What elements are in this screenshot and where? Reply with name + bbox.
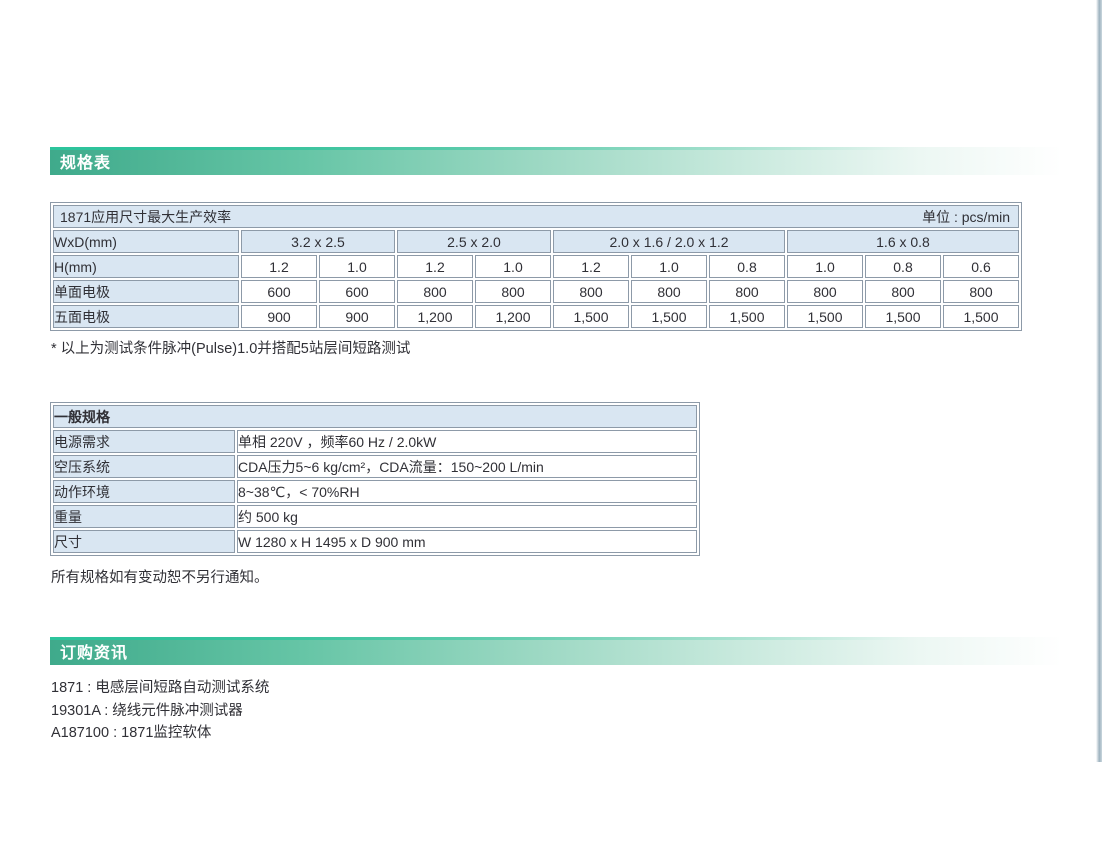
table-cell: 1,500 [709,305,785,328]
section-header-ordering: 订购资讯 [50,637,1062,665]
table-cell: 1.2 [397,255,473,278]
table-cell: 800 [709,280,785,303]
size-group: 2.0 x 1.6 / 2.0 x 1.2 [553,230,785,253]
page-edge-shadow [1096,0,1102,762]
table-cell: 0.8 [709,255,785,278]
general-spec-title-row: 一般规格 [53,405,697,428]
table-cell: 1,200 [397,305,473,328]
capacity-table-height-row: H(mm) 1.2 1.0 1.2 1.0 1.2 1.0 0.8 1.0 0.… [53,255,1019,278]
row-label-weight: 重量 [53,505,235,528]
table-cell: 800 [475,280,551,303]
row-label-height: H(mm) [53,255,239,278]
table-row: 电源需求 单相 220V ，频率60 Hz / 2.0kW [53,430,697,453]
row-label-five-electrode: 五面电极 [53,305,239,328]
capacity-table-title: 1871应用尺寸最大生产效率 [60,208,232,225]
row-label-size: 尺寸 [53,530,235,553]
row-label-power: 电源需求 [53,430,235,453]
table-cell: 1,500 [943,305,1019,328]
capacity-table-title-row: 1871应用尺寸最大生产效率 单位 : pcs/min [53,205,1019,228]
general-spec-table: 一般规格 电源需求 单相 220V ，频率60 Hz / 2.0kW 空压系统 … [50,402,700,556]
table-cell: 单相 220V ，频率60 Hz / 2.0kW [237,430,697,453]
size-group: 2.5 x 2.0 [397,230,551,253]
table-cell: 1.2 [241,255,317,278]
section-header-specifications: 规格表 [50,147,1062,175]
capacity-table: 1871应用尺寸最大生产效率 单位 : pcs/min WxD(mm) 3.2 … [50,202,1022,331]
table-cell: 800 [787,280,863,303]
table-cell: 800 [631,280,707,303]
capacity-table-single-electrode-row: 单面电极 600 600 800 800 800 800 800 800 800… [53,280,1019,303]
section-title-specifications: 规格表 [60,155,112,172]
table-cell: 1,200 [475,305,551,328]
table-cell: 1.0 [319,255,395,278]
table-cell: 800 [553,280,629,303]
table-cell: 1.0 [787,255,863,278]
table-cell: 8~38℃，< 70%RH [237,480,697,503]
capacity-footnote: * 以上为测试条件脉冲(Pulse)1.0并搭配5站层间短路测试 [51,341,411,357]
ordering-item: A187100 : 1871监控软体 [51,725,212,741]
row-label-single-electrode: 单面电极 [53,280,239,303]
table-cell: 600 [241,280,317,303]
ordering-item: 19301A : 绕线元件脉冲测试器 [51,702,243,719]
table-cell: 1,500 [631,305,707,328]
table-cell: 1.0 [475,255,551,278]
table-cell: 800 [397,280,473,303]
table-cell: 1.0 [631,255,707,278]
capacity-table-size-row: WxD(mm) 3.2 x 2.5 2.5 x 2.0 2.0 x 1.6 / … [53,230,1019,253]
table-row: 空压系统 CDA压力5~6 kg/cm²，CDA流量：150~200 L/min [53,455,697,478]
general-spec-title: 一般规格 [53,405,697,428]
capacity-table-unit: 单位 : pcs/min [922,208,1010,225]
table-cell: 1,500 [787,305,863,328]
size-group: 3.2 x 2.5 [241,230,395,253]
table-cell: 900 [241,305,317,328]
table-cell: 900 [319,305,395,328]
table-cell: 1,500 [553,305,629,328]
capacity-table-title-cell: 1871应用尺寸最大生产效率 单位 : pcs/min [53,205,1019,228]
table-cell: 0.6 [943,255,1019,278]
table-cell: 约 500 kg [237,505,697,528]
table-cell: 600 [319,280,395,303]
capacity-table-five-electrode-row: 五面电极 900 900 1,200 1,200 1,500 1,500 1,5… [53,305,1019,328]
table-cell: 1.2 [553,255,629,278]
spec-change-notice: 所有规格如有变动恕不另行通知。 [51,570,269,586]
ordering-item: 1871 : 电感层间短路自动测试系统 [51,680,270,696]
size-group: 1.6 x 0.8 [787,230,1019,253]
ordering-info-list: 1871 : 电感层间短路自动测试系统 19301A : 绕线元件脉冲测试器 A… [51,677,269,745]
table-cell: 800 [865,280,941,303]
table-cell: W 1280 x H 1495 x D 900 mm [237,530,697,553]
row-label-environment: 动作环境 [53,480,235,503]
row-label-dimension: WxD(mm) [53,230,239,253]
table-cell: 1,500 [865,305,941,328]
table-cell: 0.8 [865,255,941,278]
section-title-ordering: 订购资讯 [60,645,129,662]
table-row: 动作环境 8~38℃，< 70%RH [53,480,697,503]
table-row: 重量 约 500 kg [53,505,697,528]
table-row: 尺寸 W 1280 x H 1495 x D 900 mm [53,530,697,553]
table-cell: 800 [943,280,1019,303]
table-cell: CDA压力5~6 kg/cm²，CDA流量：150~200 L/min [237,455,697,478]
row-label-air: 空压系统 [53,455,235,478]
